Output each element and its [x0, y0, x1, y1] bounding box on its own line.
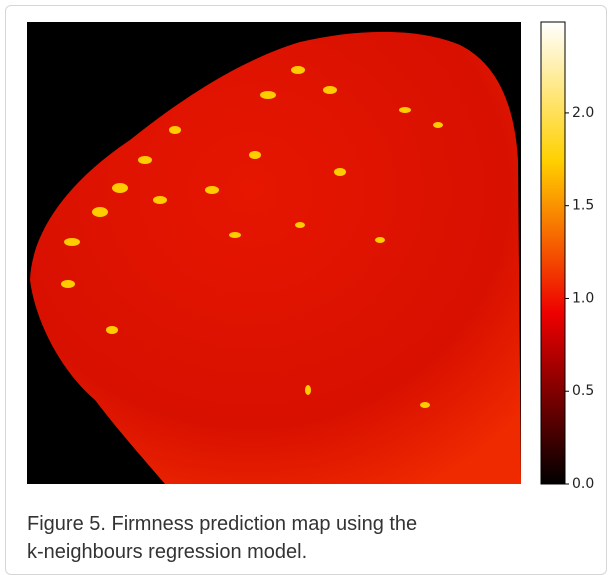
colorbar: [541, 22, 565, 484]
colorbar-tick-label: 1.0: [572, 290, 594, 306]
colorbar-tick-label: 2.0: [572, 105, 594, 121]
colorbar-tick-label: 0.5: [572, 383, 594, 399]
figure: 0.0 0.5 1.0 1.5 2.0 Figure 5. Firmness predi…: [0, 0, 614, 569]
page: 0.0 0.5 1.0 1.5 2.0 Figure 5. Firmness predi…: [0, 0, 614, 569]
colorbar-tick-label: 1.5: [572, 198, 594, 214]
colorbar-tick-label: 0.0: [572, 476, 594, 492]
heatmap: [27, 22, 521, 484]
caption-line: Figure 5. Firmness prediction map using …: [27, 513, 417, 535]
caption-line: k-neighbours regression model.: [27, 541, 307, 563]
